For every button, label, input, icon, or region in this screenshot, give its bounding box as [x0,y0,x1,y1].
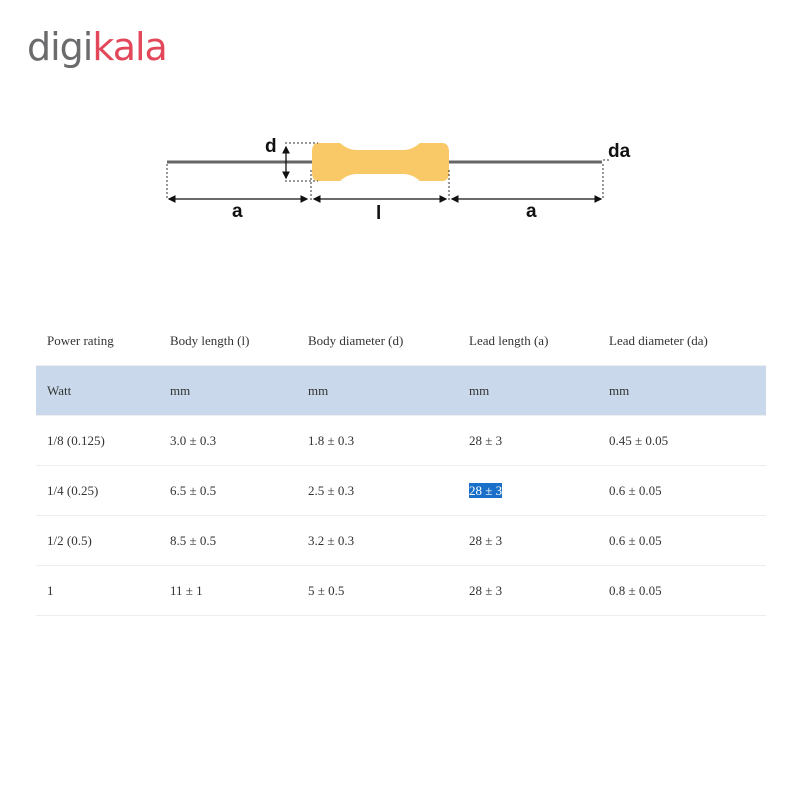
table-row: 1/8 (0.125) 3.0 ± 0.3 1.8 ± 0.3 28 ± 3 0… [36,415,766,466]
table-cell: 6.5 ± 0.5 [159,465,297,516]
table-cell: 0.8 ± 0.05 [598,565,766,616]
unit-cell: mm [598,365,766,416]
selected-text[interactable]: 28 ± 3 [469,482,503,498]
header-cell: Lead length (a) [458,316,598,366]
label-a-left: a [232,201,243,222]
unit-cell: mm [159,365,297,416]
table-header-row: Power rating Body length (l) Body diamet… [36,316,766,366]
table-cell: 1/4 (0.25) [36,465,159,516]
logo-text-gray: digi [27,25,93,69]
label-a-right: a [526,201,537,222]
table-row: 1/4 (0.25) 6.5 ± 0.5 2.5 ± 0.3 28 ± 3 0.… [36,465,766,516]
label-l: l [376,203,381,224]
table-cell: 28 ± 3 [458,415,598,466]
table-cell: 2.5 ± 0.3 [297,465,458,516]
table-cell: 5 ± 0.5 [297,565,458,616]
table-row: 1/2 (0.5) 8.5 ± 0.5 3.2 ± 0.3 28 ± 3 0.6… [36,515,766,566]
table-cell: 1/8 (0.125) [36,415,159,466]
table-cell: 3.2 ± 0.3 [297,515,458,566]
logo-text-red: kala [92,25,167,69]
resistor-dimension-diagram: d da a l a [166,136,631,224]
unit-cell: mm [458,365,598,416]
table-cell: 28 ± 3 [458,565,598,616]
table-cell: 1/2 (0.5) [36,515,159,566]
table-cell: 0.6 ± 0.05 [598,515,766,566]
table-cell: 8.5 ± 0.5 [159,515,297,566]
table-row: 1 11 ± 1 5 ± 0.5 28 ± 3 0.8 ± 0.05 [36,565,766,616]
table-cell: 28 ± 3 [458,515,598,566]
header-cell: Body diameter (d) [297,316,458,366]
table-cell: 0.45 ± 0.05 [598,415,766,466]
header-cell: Body length (l) [159,316,297,366]
table-units-row: Watt mm mm mm mm [36,365,766,416]
unit-cell: Watt [36,365,159,416]
resistor-spec-table: Power rating Body length (l) Body diamet… [36,316,766,616]
header-cell: Power rating [36,316,159,366]
label-d: d [265,136,277,157]
table-cell: 1.8 ± 0.3 [297,415,458,466]
table-cell: 1 [36,565,159,616]
unit-cell: mm [297,365,458,416]
label-da: da [608,141,631,162]
digikala-logo: digikala [27,22,168,72]
table-cell: 11 ± 1 [159,565,297,616]
table-cell: 28 ± 3 [458,465,598,516]
resistor-body [312,143,449,181]
table-cell: 0.6 ± 0.05 [598,465,766,516]
table-cell: 3.0 ± 0.3 [159,415,297,466]
header-cell: Lead diameter (da) [598,316,766,366]
